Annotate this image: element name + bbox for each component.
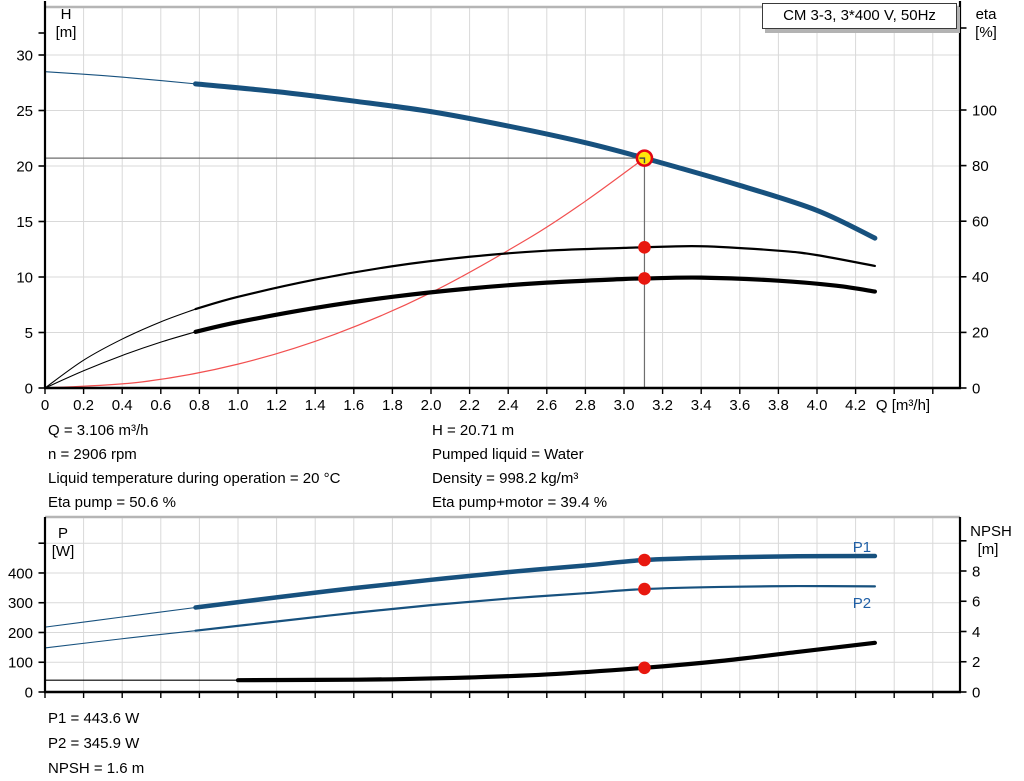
operating-point-dots [638, 241, 651, 285]
eta-pump-curve [44, 244, 876, 389]
info-p2: P2 = 345.9 W [48, 735, 140, 752]
svg-text:1.4: 1.4 [305, 397, 326, 414]
svg-text:0: 0 [25, 684, 33, 701]
head-efficiency-chart-axis-labels: 0 0.2 0.4 0.6 0.8 1.0 1.2 1.4 1.6 1.8 2.0 2.2 2.4 2.6… [16, 6, 997, 414]
head-efficiency-chart-grid [45, 5, 960, 388]
svg-text:[m]: [m] [56, 24, 77, 41]
svg-text:P2: P2 [853, 595, 871, 612]
info-eta-pump-motor: Eta pump+motor = 39.4 % [432, 494, 608, 511]
info-eta-pump: Eta pump = 50.6 % [48, 494, 176, 511]
svg-text:3.8: 3.8 [768, 397, 789, 414]
operating-point-dots [638, 553, 651, 675]
svg-text:0.8: 0.8 [189, 397, 210, 414]
NPSH-curve [44, 640, 877, 683]
svg-text:3.2: 3.2 [652, 397, 673, 414]
power-npsh-chart-grid [45, 515, 960, 692]
duty-point-marker[interactable] [635, 149, 654, 167]
svg-text:P: P [58, 525, 68, 542]
svg-text:H: H [61, 6, 72, 23]
svg-text:1.2: 1.2 [266, 397, 287, 414]
svg-text:[m]: [m] [978, 541, 999, 558]
svg-text:1.8: 1.8 [382, 397, 403, 414]
svg-text:0: 0 [41, 397, 49, 414]
duty-info-left-column: Q = 3.106 m³/h n = 2906 rpm Liquid tempe… [48, 419, 340, 515]
svg-text:100: 100 [8, 655, 33, 672]
svg-text:10: 10 [16, 269, 33, 286]
svg-text:0: 0 [972, 380, 980, 397]
system-curve [44, 157, 645, 389]
info-head: H = 20.71 m [432, 422, 515, 439]
info-p1: P1 = 443.6 W [48, 710, 140, 727]
info-npsh: NPSH = 1.6 m [48, 760, 145, 777]
svg-text:NPSH: NPSH [970, 523, 1012, 540]
svg-text:60: 60 [972, 214, 989, 231]
info-flow: Q = 3.106 m³/h [48, 422, 149, 439]
chart-title-box: CM 3-3, 3*400 V, 50Hz [762, 3, 957, 29]
chart-title: CM 3-3, 3*400 V, 50Hz [783, 7, 936, 24]
svg-text:[%]: [%] [975, 24, 997, 41]
svg-text:100: 100 [972, 102, 997, 119]
svg-text:5: 5 [25, 325, 33, 342]
info-pumped-liquid: Pumped liquid = Water [432, 446, 584, 463]
svg-text:2.8: 2.8 [575, 397, 596, 414]
svg-text:20: 20 [972, 325, 989, 342]
svg-text:0.2: 0.2 [73, 397, 94, 414]
svg-text:0.4: 0.4 [112, 397, 133, 414]
svg-text:0: 0 [972, 684, 980, 701]
svg-text:4.0: 4.0 [807, 397, 828, 414]
power-npsh-chart-axes [38, 517, 967, 698]
svg-text:Q [m³/h]: Q [m³/h] [876, 397, 930, 414]
svg-text:2: 2 [972, 654, 980, 671]
svg-text:[W]: [W] [52, 543, 75, 560]
svg-text:200: 200 [8, 625, 33, 642]
svg-text:30: 30 [16, 47, 33, 64]
svg-text:4: 4 [972, 624, 980, 641]
duty-info-right-column: H = 20.71 m Pumped liquid = Water Densit… [432, 419, 607, 515]
svg-text:25: 25 [16, 103, 33, 120]
series-name-labels: P1 P2 [853, 539, 871, 612]
svg-text:P1: P1 [853, 539, 871, 556]
svg-text:2.4: 2.4 [498, 397, 519, 414]
svg-text:8: 8 [972, 563, 980, 580]
svg-text:2.6: 2.6 [536, 397, 557, 414]
svg-text:40: 40 [972, 269, 989, 286]
pump-head-curve [44, 71, 878, 241]
svg-text:1.0: 1.0 [228, 397, 249, 414]
svg-text:3.0: 3.0 [614, 397, 635, 414]
P1-power-curve [44, 553, 878, 628]
head-efficiency-chart-axes [38, 1, 967, 394]
eta-pump-motor-curve [44, 275, 877, 389]
svg-text:4.2: 4.2 [845, 397, 866, 414]
info-density: Density = 998.2 kg/m³ [432, 470, 579, 487]
svg-text:0: 0 [25, 380, 33, 397]
svg-text:80: 80 [972, 158, 989, 175]
svg-text:eta: eta [976, 6, 998, 23]
svg-text:2.2: 2.2 [459, 397, 480, 414]
svg-text:0.6: 0.6 [150, 397, 171, 414]
svg-text:6: 6 [972, 594, 980, 611]
P2-power-curve [44, 584, 876, 649]
info-speed: n = 2906 rpm [48, 446, 137, 463]
svg-text:300: 300 [8, 595, 33, 612]
svg-text:2.0: 2.0 [421, 397, 442, 414]
svg-text:400: 400 [8, 565, 33, 582]
power-info-column: P1 = 443.6 W P2 = 345.9 W NPSH = 1.6 m [48, 706, 144, 781]
svg-text:20: 20 [16, 158, 33, 175]
info-liquid-temperature: Liquid temperature during operation = 20… [48, 470, 341, 487]
svg-text:15: 15 [16, 214, 33, 231]
power-npsh-chart-axis-labels: 0 100 200 300 400 0 2 4 6 8 P[W] NPSH[m] [8, 523, 1012, 701]
svg-text:3.6: 3.6 [729, 397, 750, 414]
svg-text:3.4: 3.4 [691, 397, 712, 414]
svg-text:1.6: 1.6 [343, 397, 364, 414]
